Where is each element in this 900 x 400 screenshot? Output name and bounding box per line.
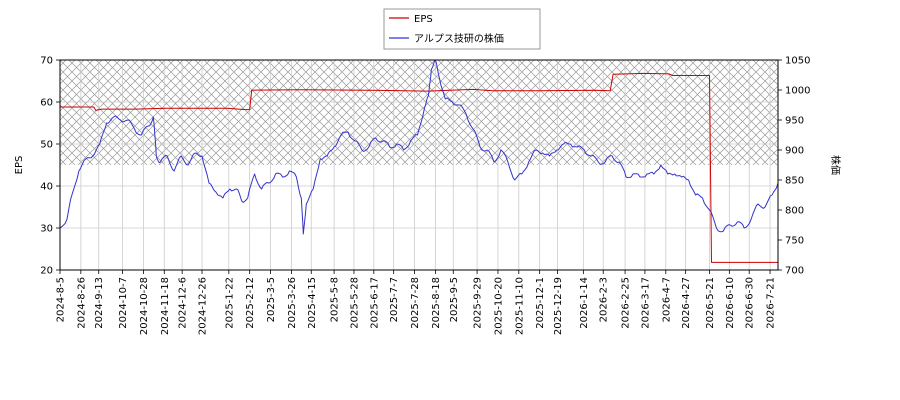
x-tick-label: 2026-4-27 [681,277,692,329]
x-tick-label: 2025-2-12 [245,277,256,329]
x-tick-label: 2025-7-7 [389,277,400,322]
x-tick-label: 2024-10-7 [118,277,129,329]
x-tick-label: 2025-11-10 [514,277,525,335]
y-tick-label-right: 1050 [785,56,810,67]
y-axis-label-left: EPS [14,156,25,175]
y-tick-label-left: 60 [40,98,53,109]
x-tick-label: 2024-8-26 [76,277,87,329]
y-tick-label-left: 70 [40,56,53,67]
x-tick-label: 2025-1-22 [224,277,235,329]
legend-box [383,8,541,50]
x-tick-label: 2024-12-26 [198,277,209,335]
x-tick-label: 2025-12-1 [535,277,546,329]
x-tick-label: 2026-4-7 [661,277,672,322]
x-tick-label: 2025-8-18 [431,277,442,329]
x-tick-label: 2025-3-5 [266,277,277,322]
x-tick-label: 2025-9-5 [449,277,460,322]
y-axis-label-right: 株価 [829,155,842,175]
y-tick-label-right: 750 [785,236,804,247]
x-tick-label: 2026-1-14 [579,277,590,329]
x-tick-label: 2026-2-25 [621,277,632,329]
x-tick-label: 2024-8-5 [56,277,67,322]
x-tick-label: 2024-11-18 [160,277,171,335]
y-tick-label-right: 950 [785,116,804,127]
y-tick-label-right: 900 [785,146,804,157]
x-tick-label: 2025-6-17 [369,277,380,329]
x-tick-label: 2024-9-13 [94,277,105,329]
x-tick-label: 2026-7-21 [766,277,777,329]
series-line-price [60,60,778,235]
x-tick-label: 2026-3-17 [640,277,651,329]
y-tick-label-left: 50 [40,140,53,151]
y-tick-label-right: 850 [785,176,804,187]
x-tick-label: 2025-5-28 [349,277,360,329]
hatched-band [60,60,778,165]
x-tick-label: 2024-10-28 [139,277,150,335]
x-tick-label: 2025-3-26 [287,277,298,329]
x-tick-label: 2025-10-20 [493,277,504,335]
y-tick-label-right: 800 [785,206,804,217]
y-tick-label-right: 700 [785,266,804,277]
x-tick-label: 2026-6-10 [725,277,736,329]
x-tick-label: 2026-6-30 [745,277,756,329]
x-tick-label: 2026-2-3 [599,277,610,322]
legend-label-eps: EPS [414,14,433,25]
y-tick-label-left: 30 [40,224,53,235]
legend-label-price: アルプス技研の株価 [414,32,504,45]
x-tick-label: 2024-12-6 [178,277,189,329]
plot-frame [59,59,779,271]
y-tick-label-left: 20 [40,266,53,277]
x-tick-label: 2026-5-21 [705,277,716,329]
x-tick-label: 2025-9-29 [473,277,484,329]
legend: EPS アルプス技研の株価 [383,8,541,50]
series-layer [60,60,778,263]
y-tick-label-left: 40 [40,182,53,193]
axis-ticks: 2024-8-5 2024-8-26 2024-9-13 2024-10-7 2024-… [40,56,810,336]
x-tick-label: 2025-4-15 [307,277,318,329]
series-line-eps [60,72,778,263]
x-tick-label: 2025-12-19 [553,277,564,335]
y-tick-label-right: 1000 [785,86,810,97]
x-tick-label: 2025-7-28 [410,277,421,329]
x-tick-label: 2025-5-8 [330,277,341,322]
